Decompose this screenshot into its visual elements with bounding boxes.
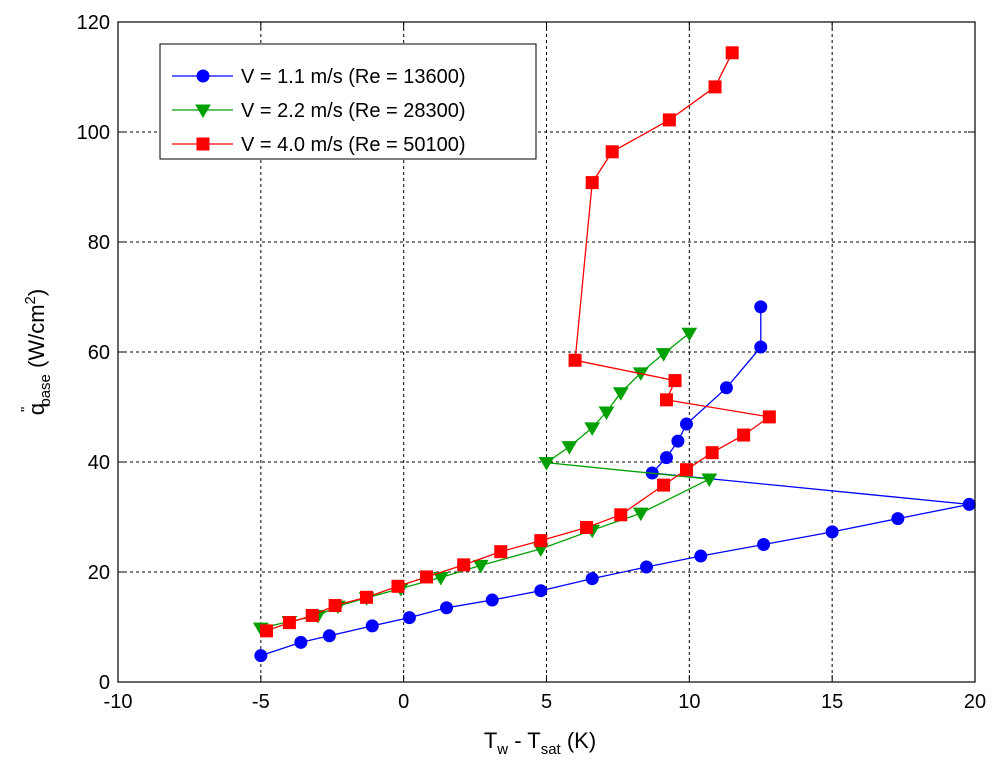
data-point — [440, 601, 454, 615]
data-point — [585, 572, 599, 586]
data-point — [614, 508, 628, 522]
data-point — [538, 457, 555, 471]
data-point — [322, 629, 336, 643]
data-point — [534, 534, 548, 548]
legend-marker — [196, 69, 210, 83]
data-point — [754, 300, 768, 314]
series-1 — [254, 300, 976, 663]
data-point — [657, 478, 671, 492]
x-tick-label: -5 — [252, 691, 270, 713]
data-point — [891, 512, 905, 526]
y-axis-label: q"base (W/cm2) — [18, 289, 54, 415]
data-point — [402, 611, 416, 625]
legend: V = 1.1 m/s (Re = 13600) V = 2.2 m/s (Re … — [159, 43, 537, 160]
plot-frame — [117, 21, 976, 683]
data-point — [494, 545, 508, 559]
data-point — [472, 559, 489, 574]
x-axis-label: Tw - Tsat (K) — [484, 728, 596, 758]
data-point — [659, 393, 673, 407]
series-layer — [252, 46, 976, 663]
data-point — [725, 46, 739, 60]
legend-box — [159, 43, 537, 160]
data-point — [681, 327, 698, 342]
data-point — [605, 145, 619, 159]
data-point — [708, 80, 722, 94]
data-point — [360, 590, 374, 604]
x-tick-label: 0 — [398, 691, 409, 713]
data-point — [254, 649, 268, 663]
legend-marker — [195, 104, 211, 118]
data-point — [305, 608, 319, 622]
x-tick-label: -10 — [104, 691, 133, 713]
x-tick-label: 10 — [678, 691, 700, 713]
data-point — [391, 579, 405, 593]
data-point — [534, 584, 548, 598]
x-tick-label: 5 — [541, 691, 552, 713]
data-point — [260, 624, 274, 638]
y-tick-label: 60 — [88, 342, 110, 364]
data-point — [719, 381, 733, 395]
data-point — [632, 507, 649, 522]
data-point — [457, 558, 471, 572]
data-point — [282, 616, 296, 630]
data-point — [737, 428, 751, 442]
x-tick-label: 20 — [964, 691, 986, 713]
data-point — [584, 422, 601, 436]
data-point — [694, 549, 708, 563]
y-tick-label: 0 — [99, 672, 110, 694]
data-point — [561, 441, 578, 455]
data-point — [568, 353, 582, 367]
y-tick-label: 100 — [77, 122, 110, 144]
data-point — [679, 463, 693, 477]
data-point — [328, 599, 342, 613]
legend-items: V = 1.1 m/s (Re = 13600) V = 2.2 m/s (Re … — [172, 66, 466, 156]
data-point — [639, 560, 653, 574]
series-line — [260, 306, 970, 657]
legend-label: V = 4.0 m/s (Re = 50100) — [241, 134, 466, 156]
x-tick-label: 15 — [821, 691, 843, 713]
data-point — [825, 525, 839, 539]
data-point — [420, 570, 434, 584]
data-point — [679, 417, 693, 431]
data-point — [662, 113, 676, 127]
data-point — [612, 387, 629, 401]
data-point — [585, 176, 599, 190]
y-tick-label: 80 — [88, 232, 110, 254]
data-point — [754, 340, 768, 354]
data-point — [365, 619, 379, 633]
data-point — [485, 593, 499, 607]
data-point — [294, 635, 308, 649]
legend-label: V = 2.2 m/s (Re = 28300) — [241, 100, 466, 122]
legend-marker — [196, 137, 210, 151]
legend-label: V = 1.1 m/s (Re = 13600) — [241, 66, 466, 88]
data-point — [701, 473, 718, 488]
data-point — [762, 410, 776, 424]
data-point — [655, 348, 672, 362]
data-point — [659, 451, 673, 465]
data-point — [668, 374, 682, 388]
data-point — [671, 434, 685, 448]
data-point — [598, 406, 615, 420]
data-point — [962, 497, 976, 511]
data-point — [705, 446, 719, 460]
series-3 — [260, 46, 776, 638]
y-tick-label: 20 — [88, 562, 110, 584]
tick-labels: -10 -5 0 5 10 15 20 0 20 40 60 80 100 120 — [77, 12, 987, 713]
data-point — [579, 520, 593, 534]
y-tick-label: 40 — [88, 452, 110, 474]
y-tick-label: 120 — [77, 12, 110, 34]
data-point — [757, 538, 771, 551]
